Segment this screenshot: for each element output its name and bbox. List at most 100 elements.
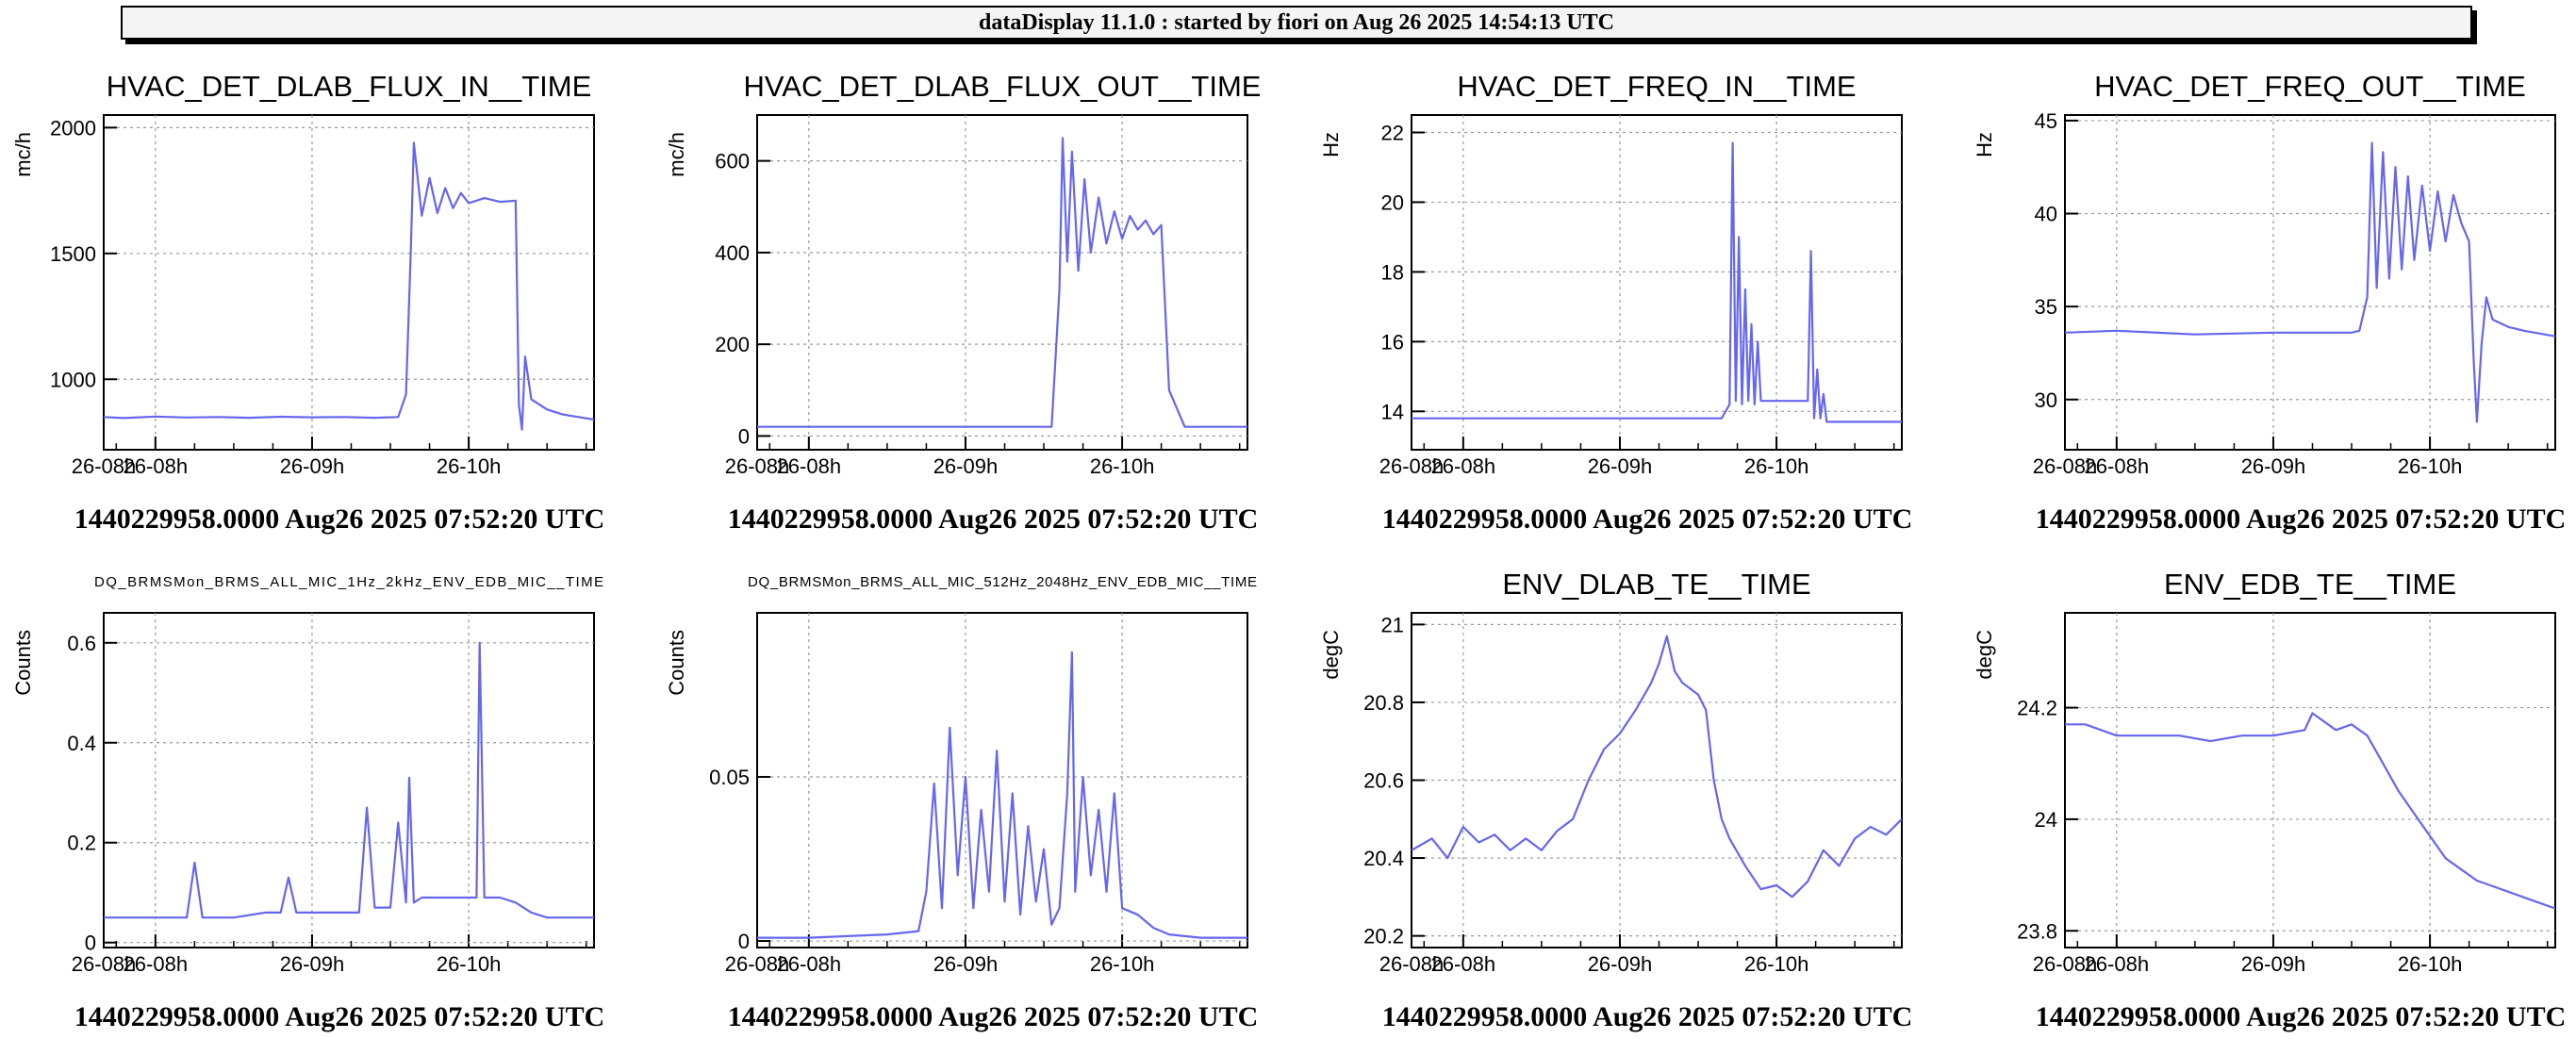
chart-title: HVAC_DET_FREQ_IN__TIME — [1457, 70, 1856, 103]
x-edge-label: 26-08h — [2033, 454, 2098, 478]
x-edge-label: 26-08h — [72, 454, 137, 478]
y-tick-label: 22 — [1381, 121, 1404, 144]
plot-frame — [103, 114, 595, 451]
x-tick-label: 26-08h — [777, 454, 842, 478]
y-tick-label: 1500 — [50, 242, 96, 266]
y-tick-label: 21 — [1381, 613, 1404, 636]
y-tick-label: 20 — [1381, 190, 1404, 214]
x-tick-label: 26-10h — [437, 952, 502, 976]
y-axis-label: Hz — [1319, 132, 1343, 157]
x-tick-label: 26-09h — [933, 952, 999, 976]
chart-footer-timestamp: 1440229958.0000 Aug26 2025 07:52:20 UTC — [74, 1001, 605, 1032]
x-edge-label: 26-08h — [1379, 952, 1445, 976]
plot-frame — [1411, 114, 1903, 451]
x-tick-label: 26-08h — [777, 952, 842, 976]
chart-panel-2: HVAC_DET_DLAB_FLUX_OUT__TIME 26-08h 26-09h… — [665, 70, 1261, 535]
y-tick-label: 18 — [1381, 260, 1404, 284]
x-tick-label: 26-08h — [2085, 454, 2150, 478]
series-line-1 — [2065, 141, 2555, 423]
x-edge-label: 26-08h — [725, 952, 790, 976]
y-tick-label: 40 — [2035, 203, 2057, 226]
chart-footer-timestamp: 1440229958.0000 Aug26 2025 07:52:20 UTC — [2036, 503, 2567, 535]
x-tick-label: 26-09h — [280, 952, 345, 976]
x-tick-label: 26-10h — [1744, 454, 1809, 478]
chart-panel-4: HVAC_DET_FREQ_OUT__TIME 26-08h 26-09h 26-10… — [1973, 70, 2566, 535]
y-axis-label: Counts — [665, 630, 688, 696]
y-tick-label: 35 — [2035, 295, 2057, 319]
y-tick-label: 0.2 — [67, 832, 96, 855]
x-edge-label: 26-08h — [725, 454, 790, 478]
x-tick-label: 26-10h — [1090, 454, 1155, 478]
x-tick-label: 26-09h — [1588, 952, 1653, 976]
chart-footer-timestamp: 1440229958.0000 Aug26 2025 07:52:20 UTC — [2036, 1001, 2567, 1032]
y-tick-label: 24 — [2035, 808, 2057, 832]
y-tick-label: 0.6 — [67, 632, 96, 655]
y-tick-label: 14 — [1381, 400, 1404, 423]
chart-panel-3: HVAC_DET_FREQ_IN__TIME 26-08h 26-09h 26-10h… — [1319, 70, 1912, 535]
series-line-1 — [104, 641, 594, 919]
y-tick-label: 0 — [738, 930, 750, 953]
y-axis-label: Hz — [1973, 132, 1996, 157]
plot-frame — [2064, 612, 2556, 948]
window-title-bar: dataDisplay 11.1.0 : started by fiori on… — [121, 6, 2472, 40]
y-tick-label: 2000 — [50, 116, 96, 140]
series-line-1 — [1412, 635, 1902, 899]
y-axis-label: mc/h — [11, 132, 35, 177]
y-axis-label: degC — [1319, 630, 1343, 680]
chart-title: ENV_DLAB_TE__TIME — [1502, 568, 1810, 601]
y-tick-label: 0 — [85, 932, 96, 955]
x-tick-label: 26-09h — [280, 454, 345, 478]
x-tick-label: 26-08h — [1431, 454, 1496, 478]
x-tick-label: 26-09h — [1588, 454, 1653, 478]
chart-footer-timestamp: 1440229958.0000 Aug26 2025 07:52:20 UTC — [1382, 503, 1913, 535]
y-tick-label: 0.4 — [67, 732, 96, 755]
x-tick-label: 26-10h — [2398, 952, 2463, 976]
x-tick-label: 26-08h — [124, 454, 189, 478]
series-line-1 — [104, 141, 594, 431]
chart-panel-6: DQ_BRMSMon_BRMS_ALL_MIC_512Hz_2048Hz_ENV… — [665, 574, 1258, 1032]
x-tick-label: 26-10h — [2398, 454, 2463, 478]
y-tick-label: 600 — [715, 150, 750, 173]
y-tick-label: 23.8 — [2017, 919, 2057, 943]
x-edge-label: 26-08h — [1379, 454, 1445, 478]
series-line-1 — [1412, 141, 1902, 423]
plot-frame — [103, 612, 595, 948]
x-tick-label: 26-09h — [933, 454, 999, 478]
x-tick-label: 26-08h — [124, 952, 189, 976]
y-tick-label: 400 — [715, 241, 750, 265]
y-axis-label: mc/h — [665, 132, 688, 177]
chart-title: HVAC_DET_DLAB_FLUX_IN__TIME — [107, 70, 592, 103]
y-axis-label: Counts — [11, 630, 35, 696]
y-tick-label: 30 — [2035, 388, 2057, 412]
chart-footer-timestamp: 1440229958.0000 Aug26 2025 07:52:20 UTC — [1382, 1001, 1913, 1032]
chart-panel-1: HVAC_DET_DLAB_FLUX_IN__TIME 26-08h 26-09h 2… — [11, 70, 604, 535]
y-axis-label: degC — [1973, 630, 1996, 680]
chart-title: DQ_BRMSMon_BRMS_ALL_MIC_1Hz_2kHz_ENV_EDB… — [94, 574, 603, 590]
x-tick-label: 26-09h — [2241, 952, 2306, 976]
window-title: dataDisplay 11.1.0 : started by fiori on… — [978, 9, 1615, 35]
chart-footer-timestamp: 1440229958.0000 Aug26 2025 07:52:20 UTC — [728, 503, 1259, 535]
y-tick-label: 20.4 — [1363, 847, 1404, 870]
y-tick-label: 45 — [2035, 109, 2057, 133]
plot-frame — [756, 114, 1248, 451]
y-tick-label: 0 — [738, 424, 750, 448]
y-tick-label: 16 — [1381, 330, 1404, 354]
x-tick-label: 26-10h — [437, 454, 502, 478]
chart-footer-timestamp: 1440229958.0000 Aug26 2025 07:52:20 UTC — [728, 1001, 1259, 1032]
x-tick-label: 26-08h — [1431, 952, 1496, 976]
series-line-1 — [2065, 712, 2555, 910]
chart-title: DQ_BRMSMon_BRMS_ALL_MIC_512Hz_2048Hz_ENV… — [748, 574, 1257, 590]
series-line-1 — [757, 137, 1247, 428]
chart-panel-7: ENV_DLAB_TE__TIME 26-08h 26-09h 26-10h 26-08… — [1319, 568, 1912, 1032]
chart-title: HVAC_DET_DLAB_FLUX_OUT__TIME — [744, 70, 1262, 103]
chart-title: ENV_EDB_TE__TIME — [2164, 568, 2456, 601]
x-tick-label: 26-09h — [2241, 454, 2306, 478]
y-tick-label: 200 — [715, 333, 750, 356]
y-tick-label: 20.6 — [1363, 769, 1404, 793]
chart-panel-8: ENV_EDB_TE__TIME 26-08h 26-09h 26-10h 26-08h… — [1973, 568, 2566, 1032]
chart-title: HVAC_DET_FREQ_OUT__TIME — [2094, 70, 2526, 103]
y-tick-label: 0.05 — [709, 766, 750, 789]
x-tick-label: 26-08h — [2085, 952, 2150, 976]
chart-footer-timestamp: 1440229958.0000 Aug26 2025 07:52:20 UTC — [74, 503, 605, 535]
